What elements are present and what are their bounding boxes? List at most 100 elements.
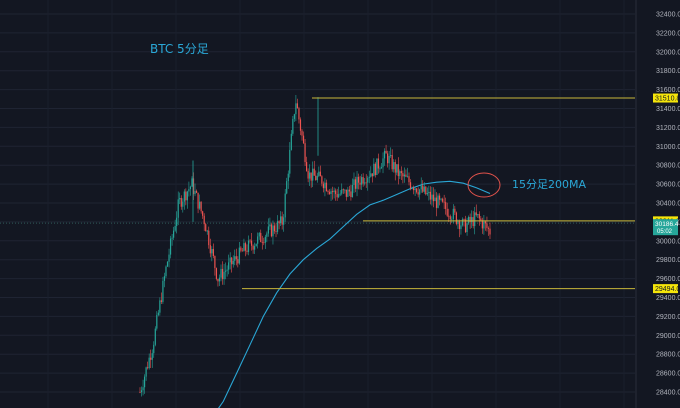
candle-body xyxy=(293,114,295,119)
candle-body xyxy=(177,199,179,218)
candle-body xyxy=(469,216,471,223)
candle-body xyxy=(339,193,341,195)
candle-body xyxy=(316,175,318,181)
candle-body xyxy=(192,178,195,195)
price-axis-background xyxy=(636,0,680,408)
candle-body xyxy=(159,300,161,313)
candle-body xyxy=(224,270,227,272)
candle-body xyxy=(385,150,387,154)
candle-body xyxy=(194,190,196,195)
candle-body xyxy=(286,181,288,194)
candle-body xyxy=(189,186,192,190)
candle-body xyxy=(464,219,467,233)
candle-body xyxy=(292,118,294,134)
candle-body xyxy=(391,155,393,170)
candle-body xyxy=(197,192,199,209)
candle-body xyxy=(380,167,383,169)
candle-body xyxy=(449,216,451,220)
candle-body xyxy=(319,171,321,177)
candle-body xyxy=(419,189,421,195)
candle-body xyxy=(147,367,149,369)
candle-body xyxy=(423,186,425,192)
candle-body xyxy=(429,191,431,200)
y-tick-label: 29800.0 xyxy=(656,257,680,264)
candle-body xyxy=(437,195,439,208)
candle-body xyxy=(211,248,213,254)
candle-body xyxy=(426,193,428,195)
candle-body xyxy=(327,191,329,192)
candle-body xyxy=(264,236,266,243)
current-price-tag xyxy=(653,219,678,236)
candle-body xyxy=(364,182,366,184)
candle-body xyxy=(217,278,219,282)
candle-body xyxy=(365,182,367,184)
candle-body xyxy=(257,236,259,244)
candle-body xyxy=(243,243,245,252)
candle-body xyxy=(140,390,143,393)
y-tick-label: 30400.0 xyxy=(656,201,680,208)
candle-body xyxy=(338,194,340,198)
candle-body xyxy=(304,143,306,163)
horizontal-levels[interactable] xyxy=(242,97,635,290)
candle-body xyxy=(174,226,176,231)
candle-body xyxy=(145,367,147,377)
candle-body xyxy=(153,344,155,354)
candle-body xyxy=(310,172,312,181)
candle-body xyxy=(434,197,436,202)
candle-body xyxy=(335,190,337,195)
candle-body xyxy=(446,208,448,216)
y-tick-label: 32200.0 xyxy=(656,30,680,37)
candle-body xyxy=(417,192,419,195)
candle-body xyxy=(480,218,482,221)
candle-body xyxy=(416,188,418,193)
candle-body xyxy=(179,198,181,200)
candle-body xyxy=(484,221,487,224)
candle-body xyxy=(478,214,480,219)
y-tick-label: 28800.0 xyxy=(656,352,680,359)
y-tick-label: 30000.0 xyxy=(656,238,680,245)
candle-body xyxy=(422,185,424,192)
candle-body xyxy=(180,198,182,207)
candle-body xyxy=(377,158,380,169)
candle-body xyxy=(260,232,262,243)
candle-body xyxy=(409,182,412,189)
candle-body xyxy=(341,189,343,194)
candle-body xyxy=(165,266,167,277)
candle-body xyxy=(386,153,389,164)
candle-body xyxy=(278,221,280,224)
candle-body xyxy=(266,233,268,237)
candle-body xyxy=(283,217,285,225)
candle-body xyxy=(420,185,422,190)
candle-body xyxy=(336,194,338,198)
candle-body xyxy=(162,280,164,302)
candle-body xyxy=(425,186,427,195)
level-price-tag xyxy=(653,93,678,103)
candle-body xyxy=(342,189,344,191)
candle-body xyxy=(362,177,364,184)
candle-body xyxy=(397,164,399,177)
candle-body xyxy=(489,228,491,235)
y-tick-label: 32000.0 xyxy=(656,49,680,56)
candle-body xyxy=(461,219,464,226)
candle-body xyxy=(290,133,292,150)
y-tick-label: 31800.0 xyxy=(656,68,680,75)
candle-body xyxy=(182,201,184,207)
candle-body xyxy=(305,162,308,171)
price-axis[interactable]: 28400.0 28600.0 28800.0 29000.0 29200.0 29400… xyxy=(635,0,680,408)
candle-body xyxy=(269,224,271,227)
candle-body xyxy=(226,269,228,271)
candle-body xyxy=(414,188,416,191)
candle-body xyxy=(208,230,210,246)
y-tick-label: 30600.0 xyxy=(656,182,680,189)
candle-body xyxy=(315,175,317,181)
candle-body xyxy=(435,197,438,208)
candle-body xyxy=(185,191,187,201)
candle-body xyxy=(212,248,214,257)
candle-body xyxy=(428,191,430,194)
candle-body xyxy=(325,182,328,192)
candle-body xyxy=(333,190,335,193)
candle-body xyxy=(202,211,204,216)
